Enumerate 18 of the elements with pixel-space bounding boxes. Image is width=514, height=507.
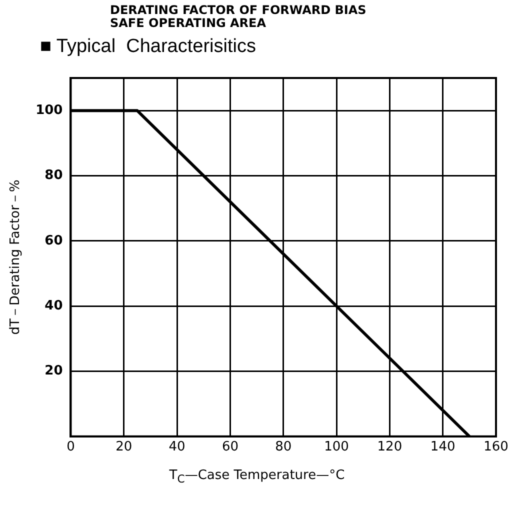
x-tick-label: 160 (484, 440, 508, 455)
x-tick-label: 80 (275, 440, 292, 455)
x-axis-title: T$_{C}$—Case Temperature—°C (168, 468, 346, 486)
x-tick-label: 120 (377, 440, 402, 455)
chart-subtitle: ■ Typical Characterisitics (40, 36, 256, 58)
x-tick-label: 0 (66, 440, 75, 455)
x-tick-label: 40 (168, 440, 186, 455)
x-tick-label: 140 (430, 440, 456, 455)
y-tick-label: 80 (44, 168, 63, 184)
x-tick-label: 20 (116, 440, 132, 455)
y-tick-label: 100 (36, 102, 63, 118)
chart-title: DERATING FACTOR OF FORWARD BIAS SAFE OPERATING AREA (110, 3, 366, 30)
y-tick-label: 60 (44, 233, 63, 248)
y-axis-title: dT－Derating Factor－% (8, 180, 24, 335)
y-tick-label: 40 (44, 298, 63, 314)
y-tick-label: 20 (44, 364, 63, 379)
x-tick-label: 100 (324, 440, 349, 455)
x-tick-label: 60 (222, 440, 238, 455)
